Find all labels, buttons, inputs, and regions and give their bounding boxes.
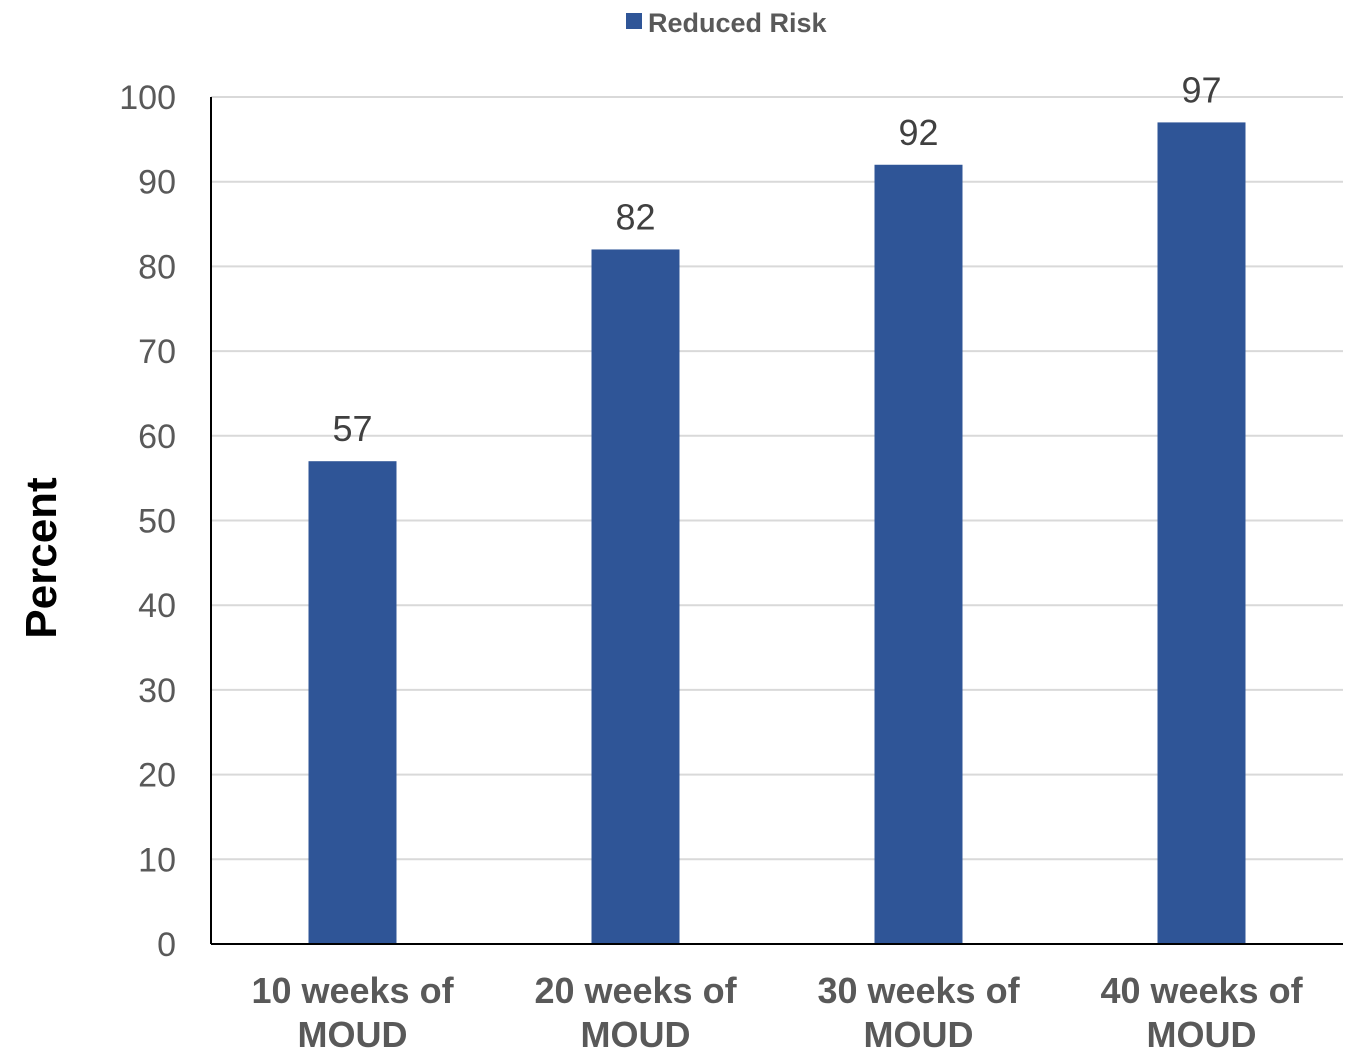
data-label: 97	[1181, 69, 1221, 110]
y-tick-label: 50	[138, 503, 176, 541]
bar	[1157, 122, 1246, 944]
x-category-label: 40 weeks of MOUD	[1100, 970, 1303, 1054]
x-category-label: 30 weeks of MOUD	[817, 970, 1020, 1054]
x-axis-categories: 10 weeks of MOUD 20 weeks of MOUD 30 weeks o…	[251, 970, 1303, 1054]
data-label: 57	[332, 408, 372, 449]
y-tick-label: 100	[119, 79, 176, 117]
y-tick-label: 30	[138, 672, 176, 710]
legend-label: Reduced Risk	[648, 8, 828, 38]
gridlines	[211, 96, 1343, 861]
legend: Reduced Risk	[626, 8, 828, 38]
y-tick-label: 90	[138, 164, 176, 202]
y-tick-label: 40	[138, 587, 176, 625]
y-tick-label: 20	[138, 757, 176, 795]
y-tick-label: 70	[138, 333, 176, 371]
y-tick-label: 80	[138, 248, 176, 286]
legend-swatch	[626, 13, 642, 29]
data-label: 92	[898, 112, 938, 153]
data-label: 82	[615, 196, 655, 237]
bar	[591, 249, 680, 944]
bars	[308, 122, 1246, 944]
x-category-label: 10 weeks of MOUD	[251, 970, 454, 1054]
data-labels: 57 82 92 97	[332, 69, 1221, 449]
y-tick-label: 60	[138, 418, 176, 456]
bar	[308, 461, 397, 944]
y-tick-label: 10	[138, 841, 176, 879]
y-tick-label: 0	[157, 926, 176, 964]
y-axis-ticks: 0 10 20 30 40 50 60 70 80 90 100	[119, 79, 176, 964]
y-axis-title: Percent	[17, 477, 66, 639]
x-category-label: 20 weeks of MOUD	[534, 970, 737, 1054]
bar	[874, 164, 963, 944]
